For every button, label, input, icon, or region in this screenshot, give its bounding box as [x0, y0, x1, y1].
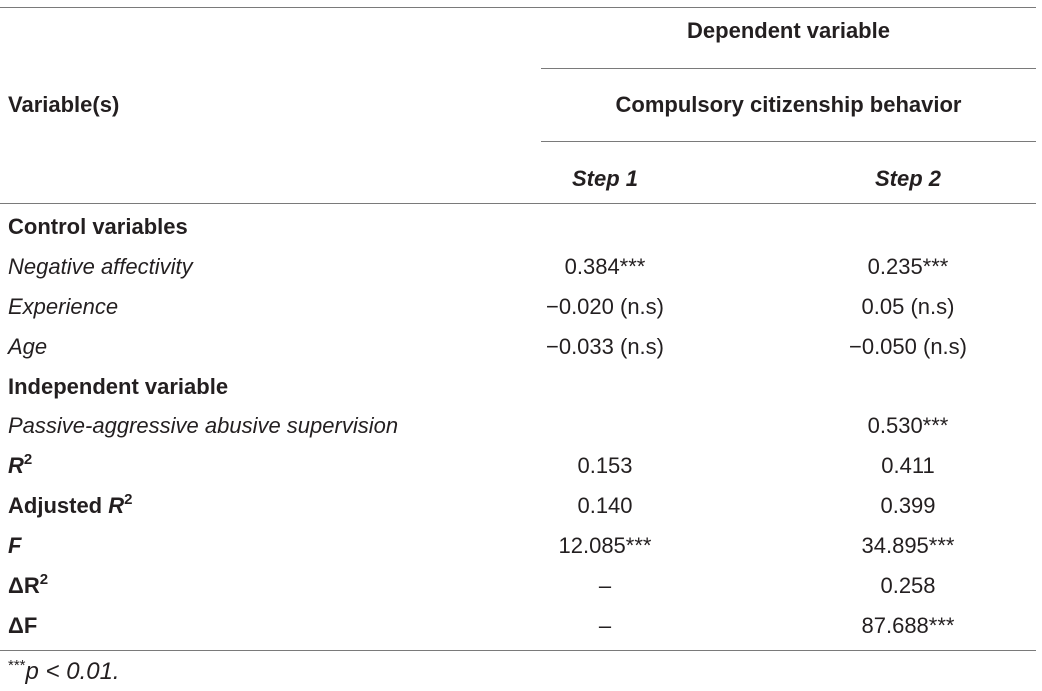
delta-r-squared-step1: – — [598, 573, 612, 598]
dependent-rule — [541, 68, 1036, 69]
footnote-text: p < 0.01. — [25, 658, 120, 685]
adjusted-r-squared-sup: 2 — [124, 491, 133, 508]
f-step1: 12.085*** — [558, 533, 652, 558]
row-label-negative-affectivity: Negative affectivity — [8, 254, 193, 279]
header-bottom-rule — [0, 203, 1036, 204]
experience-step1: −0.020 (n.s) — [545, 294, 664, 319]
row-label-delta-r-squared: ΔR2 — [8, 571, 49, 599]
row-label-experience: Experience — [8, 294, 119, 319]
row-label-r-squared: R2 — [8, 451, 33, 479]
variables-header: Variable(s) — [8, 92, 120, 117]
f-step2: 34.895*** — [861, 533, 955, 558]
row-label-f: F — [8, 533, 22, 558]
step2-header: Step 2 — [874, 166, 942, 191]
negative-affectivity-step1: 0.384*** — [564, 254, 646, 279]
row-label-delta-f: ΔF — [8, 613, 38, 638]
top-rule — [0, 7, 1036, 8]
dependent-name-rule — [541, 141, 1036, 142]
negative-affectivity-step2: 0.235*** — [867, 254, 949, 279]
adjusted-r-squared-step1: 0.140 — [577, 493, 633, 518]
table-bottom-rule — [0, 650, 1036, 651]
delta-f-step1: – — [598, 613, 612, 638]
age-step1: −0.033 (n.s) — [545, 334, 664, 359]
delta-r-squared-main: ΔR — [8, 573, 40, 598]
adjusted-r-squared-text: Adjusted — [8, 493, 109, 518]
r-squared-step1: 0.153 — [577, 453, 633, 478]
age-step2: −0.050 (n.s) — [848, 334, 967, 359]
step1-header: Step 1 — [571, 166, 639, 191]
footnote: ***p < 0.01. — [8, 658, 120, 686]
section-independent-variable: Independent variable — [8, 374, 229, 399]
dependent-variable-header: Dependent variable — [687, 18, 890, 43]
delta-r-squared-step2: 0.258 — [880, 573, 936, 598]
passive-aggressive-step2: 0.530*** — [867, 413, 949, 438]
row-label-age: Age — [8, 334, 48, 359]
experience-step2: 0.05 (n.s) — [861, 294, 955, 319]
r-squared-main: R — [8, 453, 24, 478]
row-label-passive-aggressive: Passive-aggressive abusive supervision — [8, 413, 399, 438]
dependent-name-header: Compulsory citizenship behavior — [615, 92, 962, 117]
r-squared-sup: 2 — [23, 451, 33, 468]
footnote-stars: *** — [8, 657, 26, 674]
adjusted-r-squared-step2: 0.399 — [880, 493, 936, 518]
adjusted-r-squared-r: R — [108, 493, 125, 518]
r-squared-step2: 0.411 — [881, 453, 935, 478]
delta-f-step2: 87.688*** — [861, 613, 955, 638]
delta-r-squared-sup: 2 — [39, 571, 49, 588]
section-control-variables: Control variables — [8, 214, 188, 239]
row-label-adjusted-r-squared: Adjusted R2 — [8, 491, 133, 519]
